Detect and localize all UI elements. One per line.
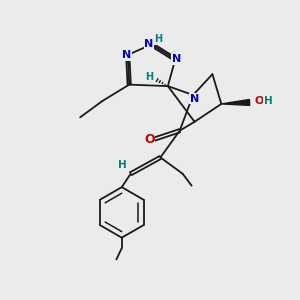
Text: H: H	[154, 34, 162, 44]
Text: H: H	[118, 160, 127, 170]
Text: O: O	[144, 133, 155, 146]
Polygon shape	[221, 100, 250, 105]
Text: N: N	[145, 40, 154, 50]
Text: N: N	[122, 50, 131, 60]
Text: N: N	[190, 94, 199, 103]
Text: H: H	[264, 96, 272, 106]
Text: N: N	[172, 54, 182, 64]
Text: O: O	[254, 96, 264, 106]
Text: H: H	[145, 72, 153, 82]
